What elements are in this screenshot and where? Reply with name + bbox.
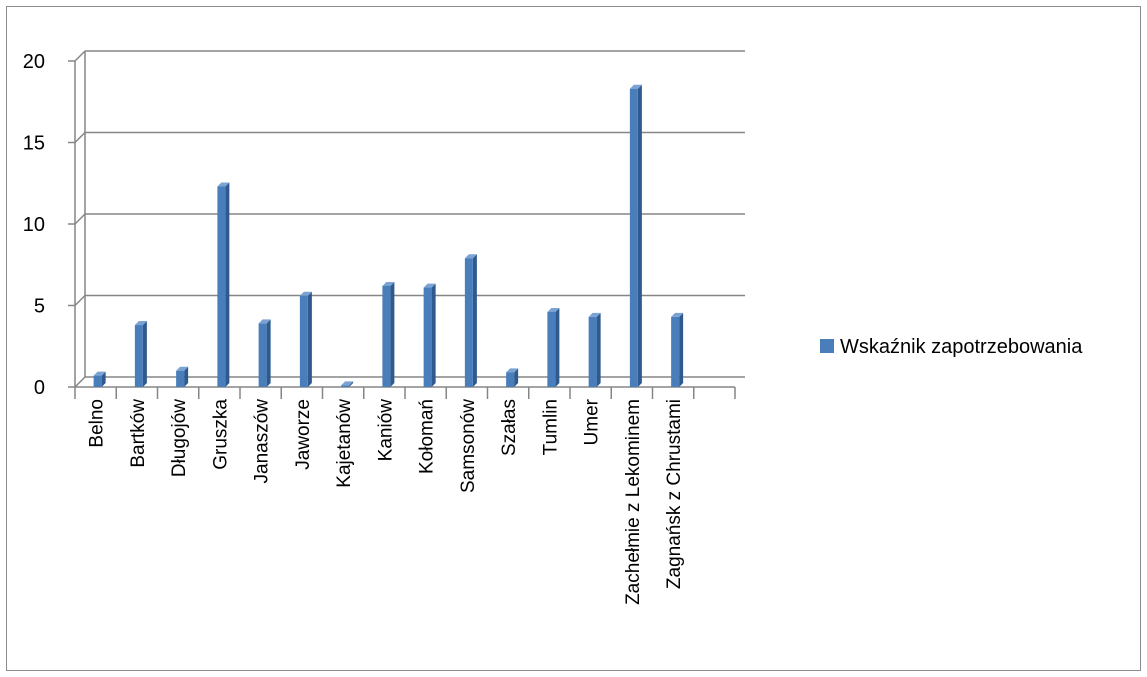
gridlines xyxy=(74,50,745,388)
y-axis-tick-labels: 0 5 10 15 20 xyxy=(23,51,45,399)
bar-side xyxy=(472,254,477,387)
legend-label: Wskaźnik zapotrzebowania xyxy=(840,336,1083,358)
gridline-diagonal xyxy=(74,376,86,388)
y-tick-label: 0 xyxy=(34,377,45,399)
bar-front xyxy=(258,323,267,387)
bar-side xyxy=(142,321,147,387)
bar xyxy=(588,312,601,387)
bar-side xyxy=(431,283,436,387)
gridline-diagonal xyxy=(74,213,86,225)
bar-side xyxy=(101,371,106,387)
bar xyxy=(93,371,106,387)
y-tick-label: 20 xyxy=(23,51,45,73)
x-category-label: Kołomań xyxy=(417,399,438,474)
bar xyxy=(134,321,147,387)
bar-top xyxy=(134,321,147,326)
x-category-label: Gruszka xyxy=(210,399,231,470)
x-category-label: Długojów xyxy=(169,399,190,477)
x-category-label: Zachełmie z Lekominem xyxy=(623,399,644,605)
x-category-label: Zagnańsk z Chrustami xyxy=(664,399,685,589)
bar xyxy=(258,319,271,387)
bar-top xyxy=(464,254,477,259)
bar xyxy=(341,381,354,387)
bar-side xyxy=(514,368,519,387)
bar xyxy=(629,84,642,388)
bar xyxy=(464,254,477,387)
bar-front xyxy=(217,186,226,387)
bar-top xyxy=(299,291,312,296)
y-tick-label: 10 xyxy=(23,214,45,236)
legend-swatch xyxy=(820,339,834,353)
x-category-label: Szałas xyxy=(499,399,520,456)
bar-front xyxy=(93,375,102,387)
bar-top xyxy=(176,366,189,371)
x-category-label: Bartków xyxy=(128,399,149,468)
y-tick-label: 5 xyxy=(34,296,45,318)
bar xyxy=(299,291,312,387)
bar-side xyxy=(637,84,642,388)
bar-side xyxy=(679,312,684,387)
bar-front xyxy=(629,88,638,388)
bar-front xyxy=(547,312,556,387)
bar-front xyxy=(382,285,391,387)
bar-front xyxy=(423,287,432,387)
bar-side xyxy=(349,381,354,387)
bar-side xyxy=(225,182,230,387)
bar-side xyxy=(555,308,560,387)
x-category-label: Janaszów xyxy=(252,399,273,484)
bar-top xyxy=(382,281,395,286)
bar xyxy=(671,312,684,387)
bar-top xyxy=(547,308,560,313)
x-category-label: Samsonów xyxy=(458,399,479,493)
bar-top xyxy=(258,319,271,324)
bar-top xyxy=(423,283,436,288)
gridline-diagonal xyxy=(74,294,86,307)
x-category-label: Kaniów xyxy=(375,399,396,462)
x-category-label: Umer xyxy=(582,398,603,445)
gridline-diagonal xyxy=(74,131,86,144)
axes xyxy=(68,51,736,399)
bar xyxy=(382,281,395,387)
bar xyxy=(506,368,519,387)
chart-frame xyxy=(6,6,1141,671)
legend: Wskaźnik zapotrzebowania xyxy=(820,336,1083,358)
y-tick-label: 15 xyxy=(23,133,45,155)
bar-side xyxy=(184,366,189,387)
bar xyxy=(423,283,436,387)
bar-front xyxy=(299,295,308,387)
bar-top xyxy=(629,84,642,89)
bar-top xyxy=(506,368,519,373)
bar-side xyxy=(390,281,395,387)
bar xyxy=(217,182,230,387)
x-category-label: Kajetanów xyxy=(334,399,355,488)
bar-side xyxy=(266,319,271,387)
bar-side xyxy=(596,312,601,387)
bar-side xyxy=(307,291,312,387)
gridline-diagonal xyxy=(74,50,86,62)
bar xyxy=(176,366,189,387)
x-category-label: Tumlin xyxy=(540,399,561,455)
bar xyxy=(547,308,560,387)
bar-front xyxy=(134,325,143,387)
bar-front xyxy=(671,316,680,387)
x-category-label: Belno xyxy=(87,399,108,448)
bar-top xyxy=(588,312,601,317)
bars xyxy=(93,84,684,388)
bar-top xyxy=(341,381,354,386)
bar-top xyxy=(217,182,230,187)
bar-front xyxy=(506,372,515,387)
bar-front xyxy=(341,385,350,387)
x-axis-category-labels: Belno Bartków Długojów Gruszka Janaszów Jawor… xyxy=(87,398,686,605)
bar-top xyxy=(93,371,106,376)
bar-front xyxy=(176,370,185,387)
bar-front xyxy=(464,258,473,387)
bar-front xyxy=(588,316,597,387)
x-category-label: Jaworze xyxy=(293,399,314,470)
bar-top xyxy=(671,312,684,317)
